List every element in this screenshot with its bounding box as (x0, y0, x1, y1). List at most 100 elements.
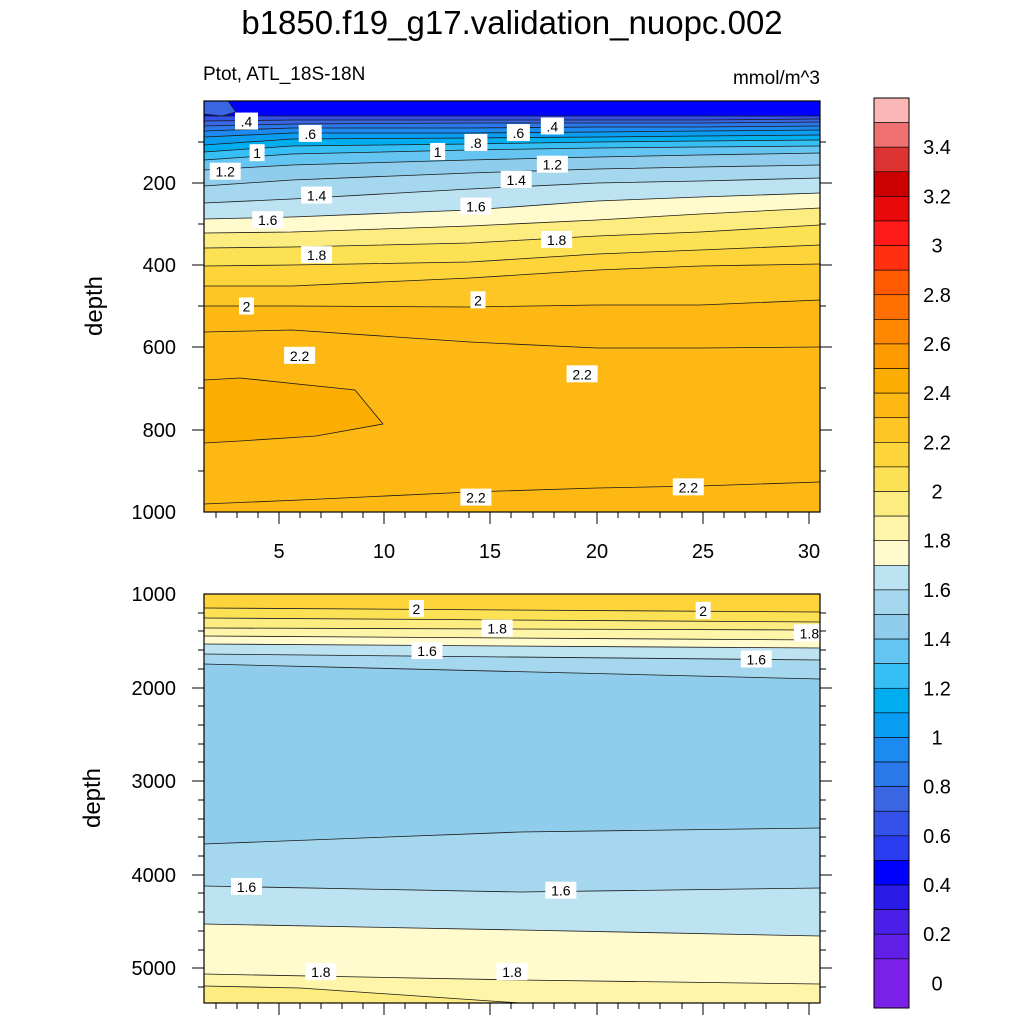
figure-title: b1850.f19_g17.validation_nuopc.002 (241, 4, 783, 41)
upper-contour-labels: .4.6.8.6.41 11.2 1.21.41.41.61.61.81.82 22.… (209, 112, 704, 506)
contour-label: 2 (243, 299, 251, 315)
fill-band (204, 378, 383, 443)
contour-label-box (430, 142, 446, 160)
contour-label: 1.6 (237, 879, 257, 895)
contour-label: 2.2 (679, 479, 699, 495)
upper-panel: .4.6.8.6.41 11.2 1.21.41.41.61.61.81.82 22.… (81, 100, 832, 563)
colorbar-tick-label: 2.6 (923, 334, 951, 356)
contour-label: 1 (434, 144, 442, 160)
colorbar-tick-label: 2.8 (923, 285, 951, 307)
contour-label-box (305, 963, 337, 981)
colorbar-tick-label: 0.6 (923, 826, 951, 848)
y-tick-label: 5000 (132, 958, 177, 980)
contour-line (204, 224, 820, 249)
contour-line (204, 177, 820, 204)
contour-line (204, 827, 820, 845)
contour-label-box (249, 144, 265, 162)
y-tick-label: 400 (143, 255, 176, 277)
contour-label-box (541, 230, 573, 248)
contour-line (204, 299, 820, 308)
lower-y-tick-labels: 1000 2000 3000 4000 5000 (132, 584, 177, 980)
contour-label: 2 (413, 601, 421, 617)
upper-ticks (192, 141, 832, 524)
contour-line (204, 118, 820, 122)
colorbar (873, 97, 910, 1009)
colorbar-tick-label: 1.6 (923, 580, 951, 602)
contour-label-box (540, 117, 564, 135)
contour-line (204, 329, 820, 349)
contour-label-box (695, 601, 711, 619)
contour-label: .4 (241, 114, 253, 130)
contour-label-box (793, 624, 825, 642)
colorbar-tick-label: 3 (931, 236, 942, 258)
colorbar-swatch (873, 515, 910, 542)
contour-label-box (500, 170, 532, 188)
contour-line (204, 607, 820, 613)
lower-plot-frame (203, 593, 821, 1004)
contour-label: .4 (547, 118, 559, 134)
contour-line (204, 207, 820, 234)
colorbar-tick-label: 0.8 (923, 777, 951, 799)
contour-label-box (496, 963, 528, 981)
contour-line (204, 263, 820, 287)
contour-label-box (252, 211, 284, 229)
colorbar-swatch (873, 933, 910, 960)
colorbar-swatch (873, 540, 910, 566)
contour-label-box (506, 124, 530, 142)
contour-label: 1.4 (507, 172, 527, 188)
colorbar-swatch (873, 638, 910, 664)
contour-line (204, 121, 820, 127)
colorbar-swatch (873, 417, 910, 443)
contour-label-box (460, 197, 492, 215)
colorbar-tick-label: 1.2 (923, 678, 951, 700)
contour-label-box (672, 478, 704, 496)
contour-label-box (460, 488, 492, 506)
contour-line (204, 653, 820, 661)
units-label: mmol/m^3 (732, 68, 820, 89)
colorbar-swatch (873, 392, 910, 419)
colorbar-swatch (873, 269, 910, 296)
y-tick-label: 4000 (132, 865, 177, 887)
contour-label: 1.8 (502, 964, 522, 980)
contour-line (204, 663, 820, 680)
contour-label-box (301, 246, 333, 264)
contour-line (204, 643, 820, 649)
contour-line (204, 244, 820, 267)
colorbar-tick-label: 1.4 (923, 629, 951, 651)
contour-label-box (470, 291, 486, 309)
contour-line (204, 129, 820, 138)
contour-label: 1.6 (258, 212, 278, 228)
x-tick-label: 20 (586, 541, 608, 563)
lower-ticks (192, 612, 832, 1015)
colorbar-swatch (873, 835, 910, 861)
fill-band (204, 654, 820, 679)
colorbar-swatch (873, 491, 910, 517)
y-tick-label: 3000 (132, 771, 177, 793)
contour-label: 2.2 (572, 366, 592, 382)
contour-label: 1 (253, 145, 261, 161)
variable-region-label: Ptot, ATL_18S-18N (203, 64, 366, 85)
colorbar-labels: 3.4 3.2 3 2.8 2.6 2.4 2.2 2 1.8 1.6 1.4 1.2 1 0.8 0.6 0… (923, 137, 951, 995)
lower-contour-labels: 2 2 1.8 1.8 1.6 1.6 1.6 1.6 1.8 1.8 (230, 599, 825, 981)
colorbar-tick-label: 2.2 (923, 432, 951, 454)
contour-label-box (238, 297, 254, 315)
colorbar-swatch (873, 761, 910, 787)
contour-label: 1.6 (466, 199, 486, 215)
fill-band (204, 644, 820, 660)
contour-label-box (234, 112, 258, 130)
contour-line (204, 377, 384, 444)
colorbar-swatch (873, 958, 910, 1009)
colorbar-swatch (873, 860, 910, 886)
colorbar-tick-label: 1 (931, 727, 942, 749)
colorbar-swatch (873, 368, 910, 394)
colorbar-tick-label: 3.4 (923, 137, 951, 159)
contour-line (204, 481, 820, 505)
colorbar-swatch (873, 196, 910, 222)
x-tick-label: 10 (373, 541, 395, 563)
colorbar-swatch (873, 786, 910, 812)
colorbar-tick-label: 2 (931, 482, 942, 504)
lower-panel: 2 2 1.8 1.8 1.6 1.6 1.6 1.6 1.8 1.8 (79, 584, 832, 1015)
contour-label: .6 (304, 126, 316, 142)
contour-label-box (481, 619, 513, 637)
